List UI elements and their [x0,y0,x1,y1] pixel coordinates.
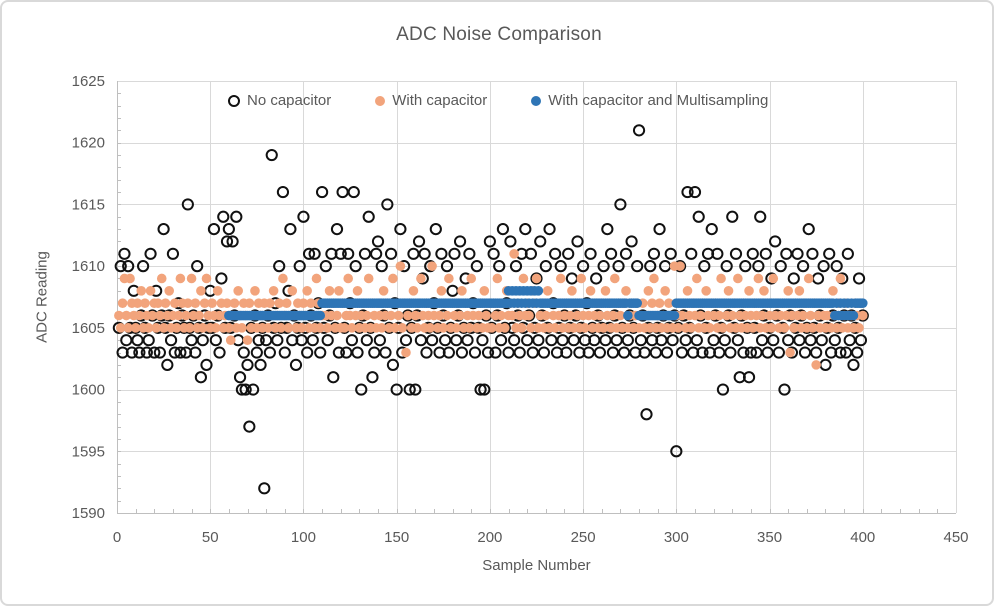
svg-text:1600: 1600 [72,382,105,399]
svg-text:200: 200 [477,529,502,546]
minor-ticks [117,93,938,513]
svg-text:1620: 1620 [72,135,105,152]
svg-text:400: 400 [850,529,875,546]
filled-circle-marker-icon [531,95,542,106]
legend-item-with-capacitor[interactable]: With capacitor [375,92,487,109]
svg-text:100: 100 [291,529,316,546]
series-with-capacitor-and-multisampling [224,286,868,321]
svg-text:1595: 1595 [72,443,105,460]
svg-text:0: 0 [113,529,121,546]
svg-text:300: 300 [664,529,689,546]
svg-text:1615: 1615 [72,196,105,213]
svg-text:1625: 1625 [72,73,105,90]
svg-text:350: 350 [757,529,782,546]
legend: No capacitor With capacitor With capacit… [228,92,768,109]
legend-label: No capacitor [247,92,332,109]
svg-text:1590: 1590 [72,505,105,522]
axis-lines [117,81,956,514]
legend-item-no-capacitor[interactable]: No capacitor [228,92,331,109]
svg-text:1610: 1610 [72,258,105,275]
chart-title: ADC Noise Comparison [396,24,602,45]
legend-label: With capacitor [392,92,488,109]
svg-text:450: 450 [943,529,968,546]
svg-text:250: 250 [571,529,596,546]
y-axis-title: ADC Reading [33,251,51,343]
legend-item-multisampling[interactable]: With capacitor and Multisampling [531,92,768,109]
legend-label: With capacitor and Multisampling [548,92,769,109]
gridlines [117,81,957,513]
svg-text:50: 50 [202,529,219,546]
tick-labels: 0 50 100 150 200 250 300 350 400 450 1590 1595 1600 1… [72,73,969,546]
svg-text:150: 150 [384,529,409,546]
svg-text:1605: 1605 [72,320,105,337]
x-axis-title: Sample Number [482,557,591,574]
open-circle-marker-icon [228,94,240,107]
filled-circle-marker-icon [375,95,386,106]
